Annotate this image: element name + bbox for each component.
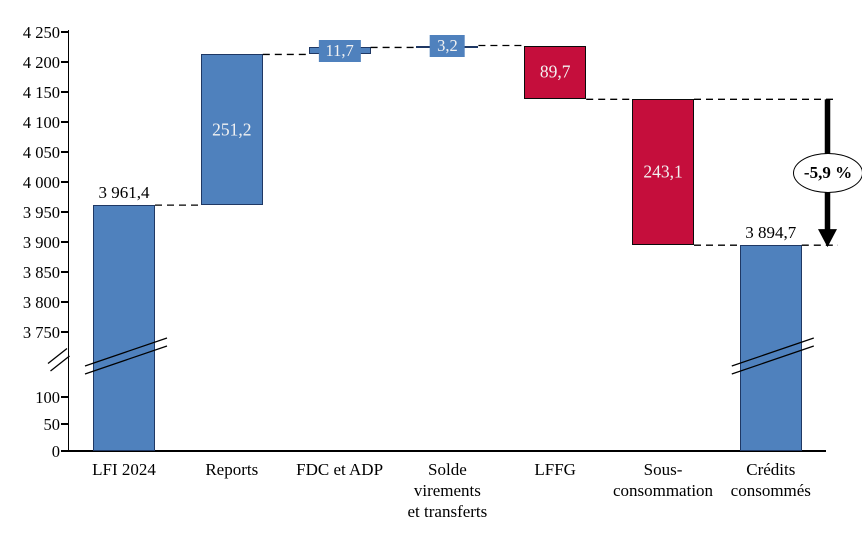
y-tick-mark (61, 61, 69, 63)
y-tick-label: 3 900 (22, 232, 60, 252)
bar-value-label: 3,2 (430, 35, 465, 58)
x-axis-label: Crédits consommés (730, 460, 811, 500)
y-tick-label: 4 200 (22, 52, 60, 72)
y-tick-mark (61, 121, 69, 123)
axis-break-slash (50, 355, 70, 372)
x-axis-label: LFFG (534, 460, 576, 479)
bar-value-label: 243,1 (643, 161, 683, 182)
percent-change-label: -5,9 % (803, 163, 853, 183)
x-axis-label: Sous- consommation (612, 460, 714, 500)
y-tick-label: 0 (51, 441, 60, 461)
y-tick-label: 4 150 (22, 82, 60, 102)
y-tick-label: 4 100 (22, 112, 60, 132)
y-tick-label: 4 000 (22, 172, 60, 192)
y-tick-mark (61, 241, 69, 243)
percent-change-annotation: -5,9 % (793, 153, 862, 194)
bar-cr-dits-consomm-s (739, 245, 802, 451)
bar-lfi-2024 (93, 205, 155, 451)
y-tick-label: 3 950 (22, 202, 60, 222)
bar-value-label: 11,7 (318, 39, 361, 62)
bar-value-label: 3 961,4 (98, 183, 150, 203)
y-tick-mark (61, 91, 69, 93)
y-tick-mark (61, 271, 69, 273)
y-tick-label: 3 800 (22, 292, 60, 312)
y-tick-mark (61, 331, 69, 333)
bar-lffg (524, 45, 587, 100)
y-tick-label: 50 (43, 414, 61, 434)
y-axis-line (68, 30, 70, 452)
y-tick-mark (61, 301, 69, 303)
x-axis-label: LFI 2024 (92, 460, 156, 479)
y-tick-mark (61, 211, 69, 213)
bar-value-label: 251,2 (212, 119, 252, 140)
y-tick-label: 4 050 (22, 142, 60, 162)
bar-reports (200, 54, 263, 206)
x-axis-label: Reports (205, 460, 259, 479)
y-tick-mark (61, 450, 69, 452)
y-tick-label: 100 (35, 387, 60, 407)
y-tick-label: 4 250 (22, 22, 60, 42)
y-tick-mark (61, 423, 69, 425)
y-tick-label: 3 850 (22, 262, 60, 282)
axis-break-slash (47, 347, 68, 365)
y-tick-mark (61, 396, 69, 398)
y-tick-label: 3 750 (22, 322, 60, 342)
bar-sous-consommation (632, 99, 694, 246)
y-tick-mark (61, 31, 69, 33)
bar-value-label: 89,7 (539, 61, 571, 82)
down-arrow-head (818, 229, 837, 248)
x-axis-label: FDC et ADP (296, 460, 384, 479)
y-tick-mark (61, 181, 69, 183)
x-axis-line (68, 450, 826, 452)
y-tick-mark (61, 151, 69, 153)
bar-value-label: 3 894,7 (745, 223, 797, 243)
x-axis-label: Solde virements et transferts (407, 460, 488, 521)
